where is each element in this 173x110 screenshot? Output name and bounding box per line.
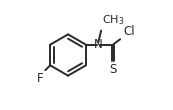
Text: CH$_3$: CH$_3$ <box>102 13 125 27</box>
Text: S: S <box>109 63 117 76</box>
Text: F: F <box>37 72 43 85</box>
Text: N: N <box>94 38 103 51</box>
Text: Cl: Cl <box>123 25 135 38</box>
